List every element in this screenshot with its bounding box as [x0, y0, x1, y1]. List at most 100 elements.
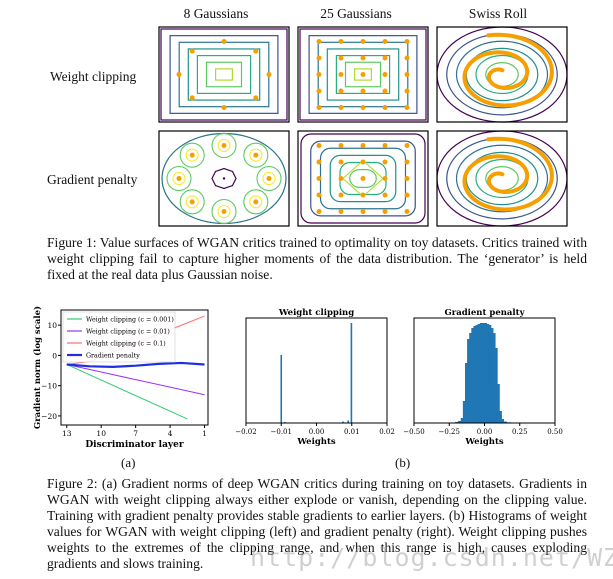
x-axis-label: Discriminator layer [85, 440, 183, 450]
x-tick-label: 0.00 [477, 428, 493, 436]
y-tick-label: −10 [41, 382, 57, 391]
watermark: http://blog.csdn.net/WZZ18191171661 [250, 543, 613, 572]
data-point [404, 209, 410, 214]
data-point [253, 152, 259, 158]
column-title-swiss-roll: Swiss Roll [468, 6, 528, 21]
contour-line [187, 48, 261, 101]
axes-frame [245, 317, 388, 424]
data-point [338, 192, 344, 198]
data-point [404, 105, 410, 110]
value-surface-panel [436, 130, 568, 227]
x-tick-label: 0.50 [547, 428, 563, 436]
contour-line [344, 61, 382, 88]
legend-label: Weight clipping (c = 0.001) [86, 317, 174, 324]
series-line [66, 364, 188, 420]
data-point [360, 159, 366, 165]
histogram-bar [280, 355, 283, 423]
value-surface-grid [158, 26, 568, 227]
contour-line [299, 28, 427, 121]
data-point [382, 143, 388, 148]
x-tick-label: 1 [202, 429, 207, 438]
y-tick-label: 10 [47, 321, 57, 330]
data-point [404, 88, 410, 94]
x-tick-label: −0.25 [439, 428, 460, 436]
contour-line [169, 35, 279, 114]
x-tick-label: −0.50 [403, 428, 424, 436]
data-point [316, 192, 322, 198]
histogram-bar [496, 411, 502, 423]
data-point [360, 192, 366, 198]
contour-line [185, 195, 199, 209]
contour-line [179, 189, 205, 215]
x-tick-label: 0.00 [309, 428, 325, 436]
panel-frame [436, 130, 568, 227]
data-point [382, 55, 388, 61]
contour-line [308, 35, 418, 114]
data-point [404, 143, 410, 148]
histogram-bar [457, 421, 464, 423]
data-point [316, 159, 322, 165]
histogram-bar [350, 323, 353, 423]
contour-line [310, 140, 416, 217]
data-point [338, 55, 344, 61]
gradient-penalty-histogram: Gradient penalty −0.50 −0.25 0.00 0.25 0.50 We… [403, 308, 563, 447]
panel-frame [158, 26, 290, 123]
histogram-bar [342, 421, 344, 423]
data-point [253, 48, 259, 54]
contour-line [179, 142, 205, 168]
panel-frame [436, 26, 568, 123]
contour-line [211, 167, 237, 190]
row-label-weight-clipping: Weight clipping [50, 69, 137, 84]
legend-box [62, 311, 176, 363]
data-point [404, 176, 410, 181]
data-point [382, 39, 388, 44]
data-point [360, 39, 366, 44]
contour-line [166, 165, 192, 192]
data-point [221, 209, 227, 214]
contour-line [160, 28, 288, 121]
data-point [316, 88, 322, 94]
contour-line [211, 132, 237, 159]
data-point [360, 55, 366, 61]
data-point [338, 209, 344, 214]
y-tick-label: 0 [52, 351, 57, 360]
y-axis-label: Gradient norm (log scale) [32, 306, 43, 429]
histogram-bar [494, 384, 500, 423]
x-tick-label: 7 [133, 429, 138, 438]
data-point [404, 159, 410, 165]
data-point [189, 95, 195, 101]
contour-line [349, 169, 377, 188]
histogram-bar [498, 419, 505, 423]
data-point [189, 48, 195, 54]
data-point [338, 105, 344, 110]
data-point [404, 55, 410, 61]
row-label-gradient-penalty: Gradient penalty [47, 172, 138, 187]
contour-line [354, 68, 373, 81]
x-tick-label: 10 [96, 429, 106, 438]
data-point [382, 209, 388, 214]
histogram-title: Gradient penalty [444, 308, 525, 318]
data-point [266, 72, 272, 77]
subfigure-label-a: (a) [121, 455, 136, 470]
contour-line [217, 204, 231, 219]
data-point [360, 105, 366, 110]
panel-frame [158, 130, 290, 227]
swiss-roll-data [462, 136, 554, 212]
legend-label: Weight clipping (c = 0.1) [86, 341, 166, 348]
contour-line [300, 133, 426, 224]
series-line [66, 363, 205, 396]
contour-line [249, 148, 263, 162]
data-point [189, 199, 195, 205]
contour-line [243, 142, 269, 168]
data-point [253, 95, 259, 101]
data-point [316, 55, 322, 61]
column-title-25-gaussians: 25 Gaussians [320, 6, 392, 21]
data-point [316, 39, 322, 44]
data-point [360, 209, 366, 214]
data-point [176, 72, 182, 77]
value-surface-panel [158, 26, 290, 123]
contour-line [249, 195, 263, 209]
contour-line [205, 61, 243, 88]
data-point [189, 152, 195, 158]
x-tick-label: −0.02 [235, 428, 256, 436]
